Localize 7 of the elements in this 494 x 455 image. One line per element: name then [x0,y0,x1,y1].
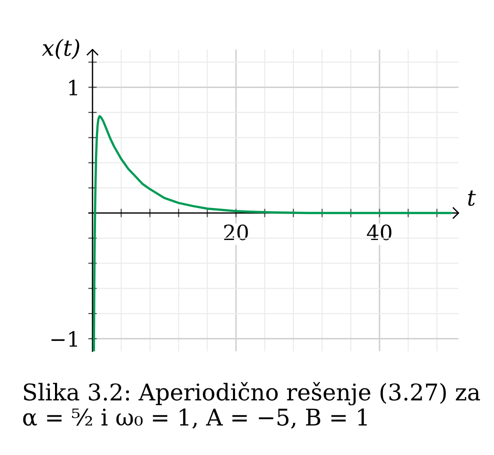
y-tick-label: 1 [69,80,78,96]
line-series [92,115,452,352]
y-tick-label: −1 [52,331,78,347]
x-axis-title: t [468,190,476,206]
text: Slika 3.2: Aperiodično rešenje (3.27) za α = ⁵⁄₂ i ω₀ = 1, A = −5, B = 1 [23,382,480,429]
x-tick-label: 40 [366,224,392,240]
y-axis-title: x(t) [42,38,80,60]
